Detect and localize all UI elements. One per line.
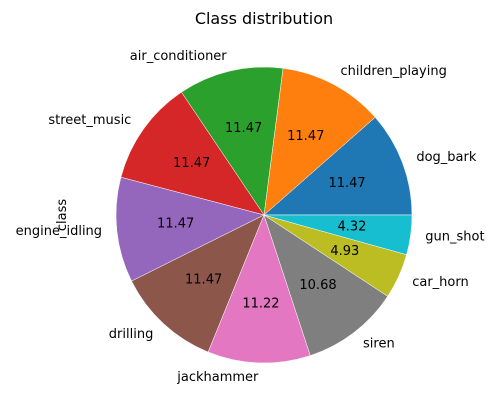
pie-slices xyxy=(115,66,413,364)
slice-label: drilling xyxy=(109,327,154,342)
pie-slice-street-music xyxy=(120,91,265,216)
pie-slice-drilling xyxy=(131,214,265,353)
slice-label: gun_shot xyxy=(425,230,484,245)
slice-labels: dog_bark children_playing air_conditioners… xyxy=(16,49,485,385)
slice-label: dog_bark xyxy=(416,150,477,165)
chart-title: Class distribution xyxy=(195,9,333,28)
slice-percent-label: 11.47 xyxy=(157,217,194,232)
pie-slice-siren xyxy=(263,214,389,356)
slice-label: siren xyxy=(363,337,395,352)
pie-slice-air-conditioner xyxy=(181,66,284,216)
slice-label: street_music xyxy=(48,113,131,128)
slice-percent-label: 11.47 xyxy=(225,121,262,136)
pie-slice-engine-idling xyxy=(115,176,265,282)
slice-percent-label: 11.22 xyxy=(242,296,279,311)
slice-percent-label: 10.68 xyxy=(299,278,336,293)
slice-label: jackhammer xyxy=(176,370,259,385)
slice-label: car_horn xyxy=(412,275,469,290)
slice-percent-label: 4.32 xyxy=(338,220,367,235)
pie-slice-dog-bark xyxy=(263,116,413,216)
slice-label: engine_idling xyxy=(16,224,102,239)
slice-percentages: 11.47 11.47 11.47 11.47 11.47 11.47 11.22 10.68… xyxy=(157,121,366,311)
slice-percent-label: 11.47 xyxy=(185,273,222,288)
pie-slice-children-playing xyxy=(263,67,376,216)
slice-label: air_conditioner xyxy=(130,49,228,64)
y-axis-label: class xyxy=(55,199,70,231)
slice-label: children_playing xyxy=(341,64,447,79)
slice-percent-label: 4.93 xyxy=(330,244,359,259)
pie-slice-jackhammer xyxy=(207,214,311,364)
slice-percent-label: 11.47 xyxy=(328,176,365,191)
slice-percent-label: 11.47 xyxy=(173,156,210,171)
pie-slice-gun-shot xyxy=(263,214,413,255)
slice-percent-label: 11.47 xyxy=(287,129,324,144)
